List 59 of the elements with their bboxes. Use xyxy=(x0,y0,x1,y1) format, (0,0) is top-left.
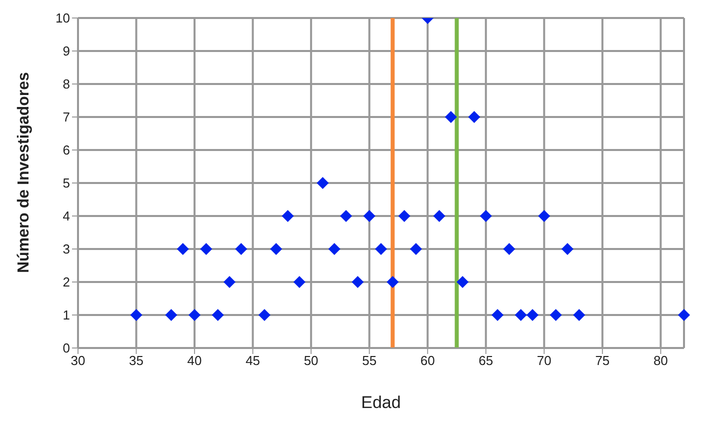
y-tick-label: 10 xyxy=(56,10,70,26)
point xyxy=(375,243,387,255)
x-tick-label: 40 xyxy=(187,353,202,368)
point xyxy=(573,309,586,321)
point xyxy=(235,243,248,255)
point xyxy=(538,210,550,222)
point xyxy=(165,309,178,321)
y-tick-label: 9 xyxy=(62,44,70,59)
point xyxy=(492,309,504,321)
y-axis-title: Número de Investigadores xyxy=(16,72,33,273)
point xyxy=(352,276,364,288)
y-tick-label: 8 xyxy=(62,76,70,92)
point xyxy=(410,243,422,255)
y-tick-label: 1 xyxy=(62,308,70,323)
y-tick-label: 3 xyxy=(62,242,70,257)
x-axis-title: Edad xyxy=(361,393,401,412)
x-tick-label: 80 xyxy=(653,353,668,368)
point xyxy=(200,243,212,255)
point xyxy=(561,243,574,255)
x-tick-label: 70 xyxy=(536,353,552,368)
point xyxy=(386,276,399,288)
point xyxy=(468,111,480,123)
point xyxy=(480,210,492,222)
point xyxy=(224,276,236,288)
point xyxy=(398,210,410,222)
y-tick-label: 5 xyxy=(62,176,70,191)
x-tick-label: 55 xyxy=(362,353,377,368)
x-tick-label: 75 xyxy=(595,353,610,368)
point xyxy=(340,210,352,222)
point xyxy=(316,177,329,189)
x-tick-label: 65 xyxy=(478,353,494,368)
x-tick-label: 30 xyxy=(70,353,86,368)
point xyxy=(328,243,340,255)
point xyxy=(270,243,282,255)
point xyxy=(282,210,294,222)
y-tick-label: 4 xyxy=(62,208,70,224)
point xyxy=(212,309,224,321)
y-tick-label: 2 xyxy=(62,274,70,290)
point xyxy=(188,309,201,321)
point xyxy=(130,309,142,321)
point xyxy=(526,309,538,321)
point xyxy=(550,309,562,321)
y-tick-label: 7 xyxy=(62,110,70,125)
y-tick-label: 6 xyxy=(62,142,70,158)
x-tick-label: 45 xyxy=(246,353,260,368)
point xyxy=(503,243,516,255)
point xyxy=(176,243,189,255)
x-tick-label: 35 xyxy=(129,353,144,368)
y-tick-label: 0 xyxy=(62,340,70,356)
point xyxy=(444,111,457,123)
x-tick-label: 60 xyxy=(420,353,435,368)
point xyxy=(456,276,469,288)
point xyxy=(678,309,690,321)
point xyxy=(433,210,446,222)
x-tick-label: 50 xyxy=(304,353,318,368)
point xyxy=(514,309,527,321)
point xyxy=(363,210,376,222)
point xyxy=(258,309,270,321)
point xyxy=(293,276,306,288)
